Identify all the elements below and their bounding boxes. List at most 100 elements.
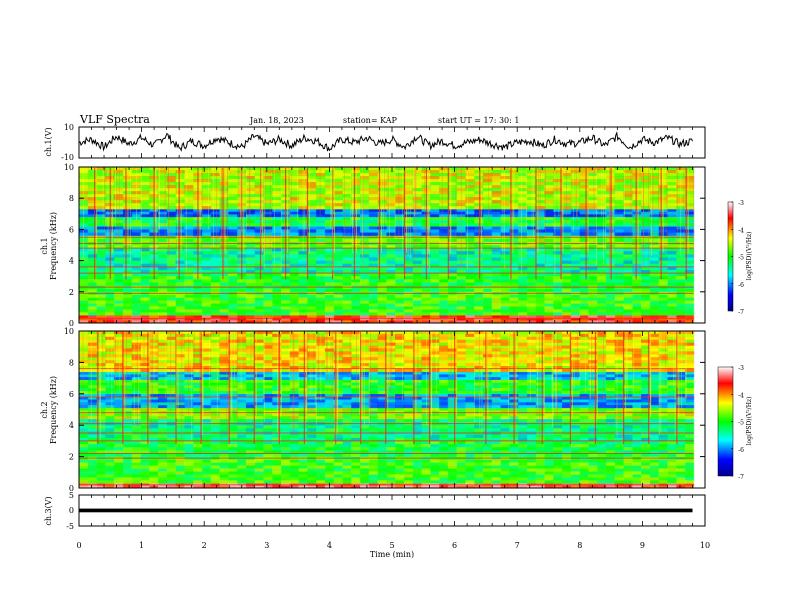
spectrogram-cell — [316, 297, 326, 301]
spectrogram-cell — [79, 273, 89, 277]
spectrogram-cell — [623, 167, 633, 171]
spectrogram-cell — [272, 282, 282, 286]
spectrogram-cell — [623, 468, 633, 472]
spectrogram-cell — [158, 214, 168, 218]
spectrogram-cell — [474, 468, 484, 472]
spectrogram-cell — [254, 279, 264, 283]
spectrogram-cell — [526, 270, 537, 274]
spectrogram-cell — [228, 182, 238, 186]
spectrogram-cell — [210, 485, 220, 489]
spectrogram-cell — [491, 276, 501, 280]
spectrogram-cell — [201, 188, 212, 192]
spectrogram-cell — [105, 317, 115, 321]
spectrogram-cell — [96, 209, 106, 212]
spectrogram-cell — [386, 200, 396, 204]
spectrogram-cell — [623, 220, 633, 224]
spectrogram-cell — [210, 320, 220, 324]
spectrogram-cell — [412, 251, 422, 255]
spectrogram-cell — [588, 320, 598, 324]
spectrogram-cell — [289, 450, 300, 454]
spectrogram-cell — [623, 450, 633, 454]
spectrogram-cell — [140, 214, 150, 218]
spectrogram-cell — [210, 251, 220, 255]
spectrogram-cell — [184, 297, 194, 301]
spectrogram-cell — [166, 273, 177, 277]
spectrogram-cell — [614, 315, 624, 319]
spectrogram-cell — [491, 170, 501, 174]
spectrogram-cell — [333, 179, 343, 183]
spectrogram-cell — [140, 306, 150, 310]
spectrogram-cell — [184, 465, 194, 469]
spectrogram-cell — [298, 459, 308, 463]
spectrogram-cell — [474, 263, 484, 268]
spectrogram-cell — [351, 453, 361, 457]
spectrogram-cell — [140, 453, 150, 457]
spectrogram-cell — [254, 179, 264, 183]
spectrogram-cell — [685, 223, 695, 227]
spectrogram-cell — [272, 248, 282, 252]
spectrogram-cell — [175, 209, 185, 212]
spectrogram-cell — [175, 297, 185, 301]
spectrogram-cell — [140, 188, 150, 192]
spectrogram-cell — [553, 194, 563, 198]
spectrogram-cell — [518, 238, 528, 243]
spectrogram-cell — [342, 248, 352, 252]
spectrogram-cell — [201, 206, 212, 210]
spectrogram-cell — [623, 226, 633, 230]
spectrogram-cell — [149, 465, 159, 469]
spectrogram-cell — [158, 182, 168, 186]
spectrogram-cell — [562, 276, 572, 280]
spectrogram-cell — [605, 447, 616, 451]
spectrogram-cell — [210, 465, 220, 469]
spectrogram-cell — [114, 453, 124, 457]
spectrogram-cell — [518, 170, 528, 174]
spectrogram-cell — [474, 485, 484, 489]
spectrogram-cell — [491, 248, 501, 252]
spectrogram-cell — [219, 468, 229, 472]
spectrogram-cell — [632, 317, 642, 321]
spectrogram-cell — [158, 263, 168, 268]
spectrogram-cell — [447, 440, 458, 445]
spectrogram-cell — [307, 263, 317, 268]
spectrogram-cell — [465, 485, 475, 489]
spectrogram-cell — [228, 188, 238, 192]
spectrogram-cell — [579, 288, 589, 293]
spectrogram-cell — [649, 465, 660, 469]
spectrogram-cell — [614, 257, 624, 261]
spectrogram-cell — [562, 459, 572, 463]
spectrogram-cell — [158, 315, 168, 319]
spectrogram-cell — [272, 170, 282, 174]
spectrogram-cell — [263, 315, 273, 319]
spectrogram-cell — [641, 320, 651, 324]
spectrogram-cell — [316, 194, 326, 198]
spectrogram-cell — [245, 315, 256, 319]
spectrogram-cell — [386, 474, 396, 478]
spectrogram-cell — [184, 179, 194, 183]
spectrogram-cell — [289, 270, 300, 274]
spectrogram-cell — [333, 306, 343, 310]
spectrogram-cell — [676, 444, 686, 448]
spectrogram-cell — [649, 279, 660, 283]
spectrogram-cell — [351, 197, 361, 201]
spectrogram-cell — [412, 185, 422, 189]
spectrogram-cell — [667, 300, 677, 304]
spectrogram-cell — [412, 170, 422, 174]
spectrogram-cell — [210, 238, 220, 243]
spectrogram-cell — [544, 276, 554, 280]
spectrogram-cell — [96, 306, 106, 310]
spectrogram-cell — [395, 226, 405, 230]
spectrogram-cell — [324, 248, 335, 252]
spectrogram-cell — [342, 185, 352, 189]
spectrogram-cell — [562, 444, 572, 448]
spectrogram-cell — [140, 270, 150, 274]
spectrogram-cell — [518, 179, 528, 183]
spectrogram-cell — [447, 254, 458, 258]
spectrogram-cell — [421, 312, 431, 316]
spectrogram-cell — [447, 191, 458, 195]
spectrogram-cell — [351, 214, 361, 218]
spectrogram-cell — [210, 211, 220, 215]
spectrogram-cell — [210, 209, 220, 212]
spectrogram-cell — [535, 465, 545, 469]
spectrogram-cell — [368, 447, 379, 451]
spectrogram-cell — [667, 167, 677, 171]
